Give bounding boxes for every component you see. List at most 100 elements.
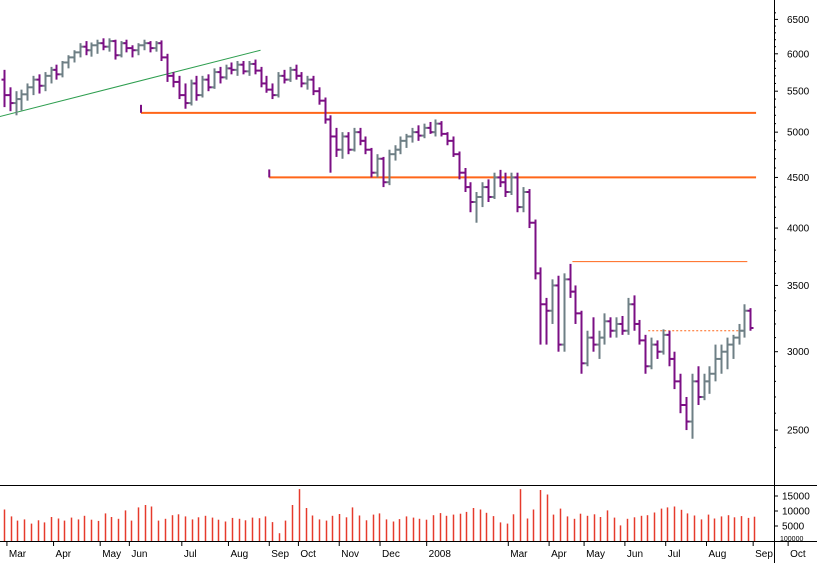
ohlc-bar (584, 330, 591, 367)
price-tick-label: 3000 (787, 347, 810, 358)
price-tick-label: 2500 (787, 426, 810, 437)
ohlc-bar (456, 151, 463, 180)
ohlc-bar (246, 61, 253, 76)
ohlc-bar (269, 83, 276, 100)
ohlc-bar (491, 172, 498, 199)
price-tick-label: 6000 (787, 49, 810, 60)
price-tick-label: 4000 (787, 224, 810, 235)
ohlc-bar (24, 83, 31, 101)
ohlc-bar (252, 59, 259, 75)
ohlc-bar (170, 72, 177, 88)
ohlc-bar (508, 172, 515, 195)
ohlc-bar (619, 315, 626, 335)
ohlc-bar (36, 74, 43, 94)
ohlc-bar (327, 115, 334, 173)
ohlc-bar (362, 136, 369, 155)
ohlc-bar (263, 75, 270, 93)
ohlc-bar (380, 156, 387, 188)
ohlc-bar (287, 66, 294, 82)
volume-tick-label: 15000 (782, 492, 810, 503)
date-tick-label: Aug (230, 549, 248, 560)
date-axis: Mar Apr May Jun Jul Aug Sep Oct Nov Dec 2008 Mar Apr… (6, 541, 806, 560)
ohlc-bar (333, 127, 340, 157)
price-tick-label: 4500 (787, 173, 810, 184)
ohlc-bar (65, 55, 72, 69)
ohlc-bar (706, 366, 713, 394)
ohlc-bar (147, 41, 154, 53)
ohlc-bar (217, 66, 224, 84)
date-tick-label: Jul (184, 549, 197, 560)
ohlc-bar (462, 167, 469, 193)
ohlc-bar (736, 323, 743, 345)
date-tick-label: Apr (56, 549, 72, 560)
ohlc-bar (345, 132, 352, 155)
ohlc-bar (409, 127, 416, 143)
volume-scale-label: 100000 (780, 536, 803, 543)
ohlc-bar (718, 344, 725, 374)
ohlc-bar (112, 39, 119, 60)
ohlc-bar (199, 75, 206, 98)
ohlc-bar (403, 133, 410, 148)
ohlc-bar (234, 61, 241, 76)
ohlc-bar (473, 192, 480, 223)
ohlc-bar (747, 308, 754, 331)
ohlc-bar (53, 64, 60, 80)
ohlc-bar (88, 42, 95, 57)
date-tick-label: Mar (510, 549, 528, 560)
volume-axis: 5000 10000 15000 100000 (774, 492, 810, 543)
ohlc-bar (293, 64, 300, 80)
ohlc-bar (514, 172, 521, 213)
price-bars (1, 38, 754, 439)
ohlc-bar (281, 69, 288, 84)
trendline (0, 49, 261, 118)
ohlc-bar (100, 38, 107, 51)
ohlc-bar (631, 295, 638, 331)
ohlc-bar (438, 121, 445, 137)
ohlc-bar (590, 317, 597, 352)
ohlc-bar (135, 43, 142, 56)
ohlc-bar (182, 83, 189, 109)
ohlc-bar (479, 182, 486, 208)
ohlc-bar (1, 69, 8, 108)
ohlc-bar (660, 329, 667, 355)
ohlc-bar (176, 75, 183, 100)
ohlc-bar (555, 275, 562, 352)
ohlc-bar (485, 179, 492, 203)
ohlc-bar (7, 87, 14, 112)
ohlc-bar (578, 310, 585, 374)
ohlc-bar (71, 50, 78, 63)
ohlc-bar (18, 89, 25, 111)
ohlc-bar (310, 75, 317, 96)
price-tick-label: 6500 (787, 15, 810, 26)
date-tick-label: Aug (709, 549, 727, 560)
ohlc-bar (701, 373, 708, 401)
ohlc-bar (123, 39, 130, 53)
ohlc-bar (572, 285, 579, 324)
date-tick-label: May (586, 549, 605, 560)
date-tick-label: Sep (755, 549, 773, 560)
price-tick-label: 3500 (787, 281, 810, 292)
ohlc-bar (741, 304, 748, 338)
ohlc-bar (683, 396, 690, 431)
ohlc-bar (240, 61, 247, 75)
volume-tick-label: 10000 (782, 507, 810, 518)
ohlc-bar (532, 219, 539, 280)
ohlc-bar (450, 136, 457, 157)
ohlc-bar (677, 373, 684, 414)
ohlc-bar (386, 149, 393, 186)
ohlc-bar (158, 40, 165, 62)
ohlc-bar (654, 340, 661, 359)
ohlc-bar (444, 132, 451, 146)
ohlc-bar (601, 313, 608, 345)
ohlc-bar (467, 182, 474, 213)
ohlc-bar (712, 344, 719, 382)
price-tick-label: 5500 (787, 87, 810, 98)
ohlc-bar (561, 273, 568, 352)
ohlc-bar (357, 127, 364, 146)
ohlc-bar (275, 72, 282, 98)
ohlc-bar (351, 127, 358, 152)
volume-tick-label: 5000 (782, 522, 805, 533)
date-tick-label: Oct (300, 549, 316, 560)
